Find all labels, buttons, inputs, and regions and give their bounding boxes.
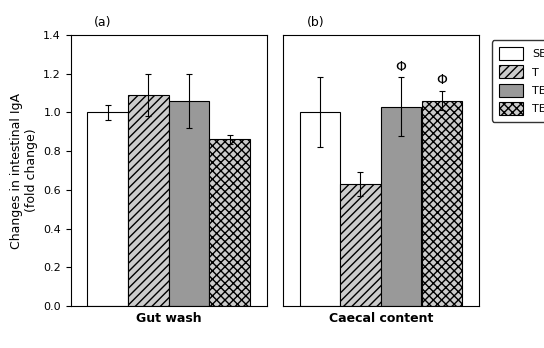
Bar [128, 95, 169, 306]
Text: (b): (b) [306, 16, 324, 29]
Bar [169, 101, 209, 306]
Bar [88, 112, 128, 306]
Bar [422, 101, 462, 306]
Bar [381, 106, 422, 306]
X-axis label: Gut wash: Gut wash [136, 312, 201, 325]
Bar [300, 112, 340, 306]
Bar [209, 140, 250, 306]
Text: (a): (a) [94, 16, 112, 29]
Y-axis label: Changes in intestinal IgA
(fold change): Changes in intestinal IgA (fold change) [10, 93, 38, 248]
Legend: SED, T, TE, TE24: SED, T, TE, TE24 [492, 40, 544, 122]
Bar [340, 184, 381, 306]
Text: Φ: Φ [395, 60, 406, 73]
Text: Φ: Φ [436, 73, 447, 87]
X-axis label: Caecal content: Caecal content [329, 312, 433, 325]
